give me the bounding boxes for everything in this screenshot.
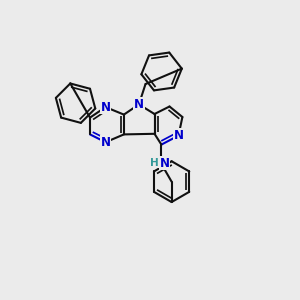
Text: N: N: [159, 157, 170, 169]
Text: N: N: [134, 98, 144, 111]
Text: N: N: [173, 129, 184, 142]
Text: N: N: [100, 136, 111, 149]
Text: H: H: [149, 158, 158, 168]
Text: N: N: [100, 100, 111, 114]
